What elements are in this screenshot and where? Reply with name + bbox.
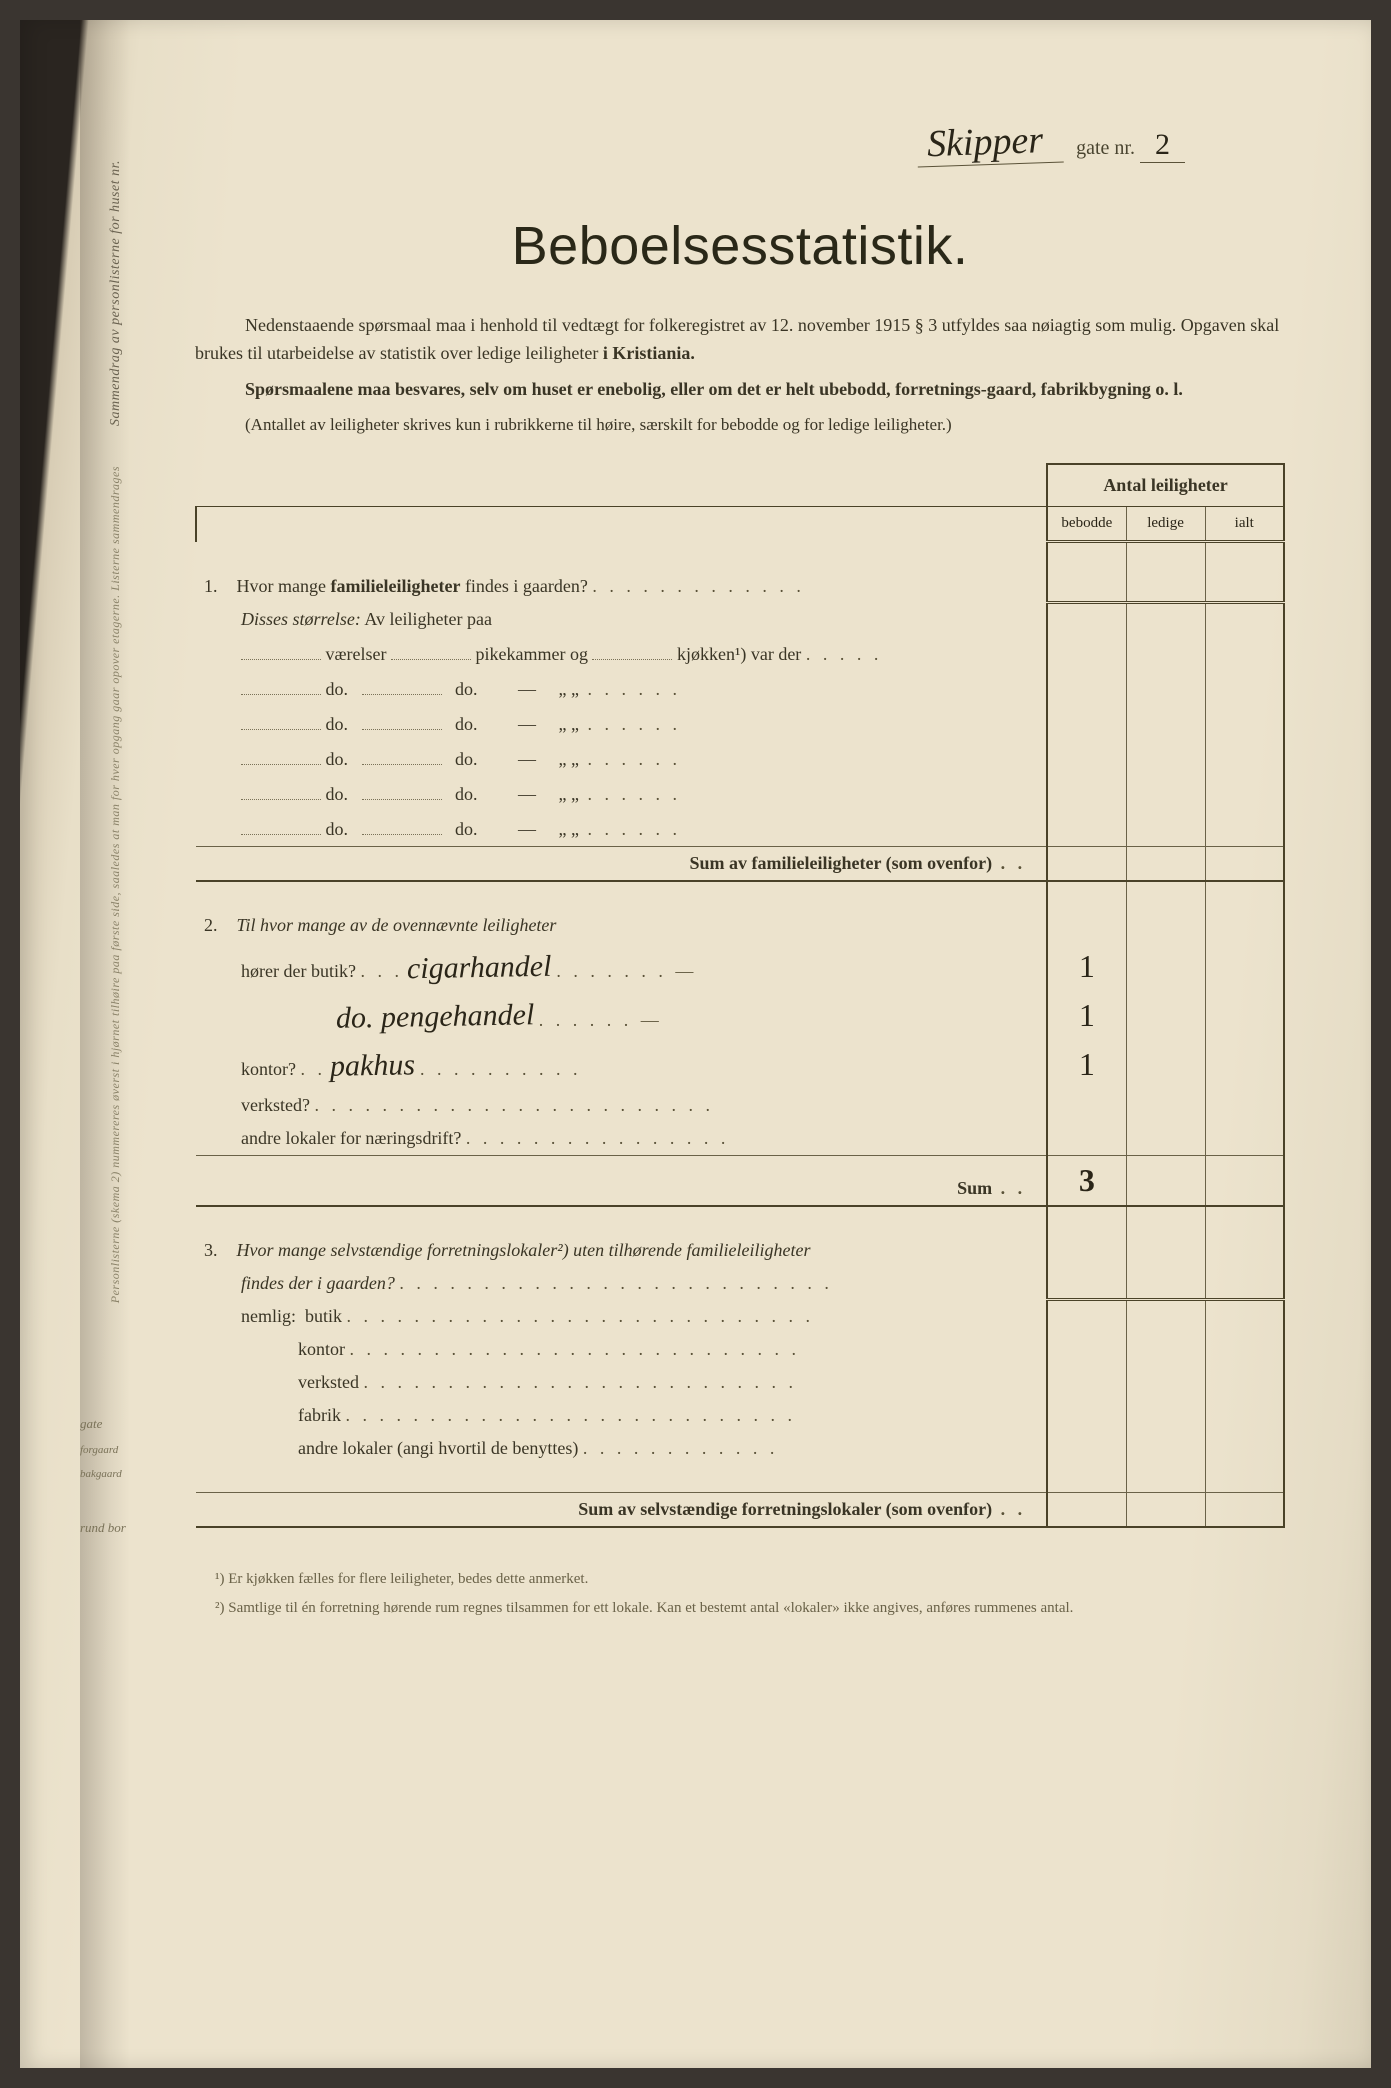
intro-paragraph-3: (Antallet av leiligheter skrives kun i r… — [195, 412, 1285, 438]
q3-andre: andre lokaler (angi hvortil de benyttes) — [298, 1438, 578, 1458]
page-title: Beboelsesstatistik. — [195, 215, 1285, 277]
q2-verksted-label: verksted? — [241, 1095, 310, 1115]
margin-rund: rund bor — [80, 1520, 126, 1536]
q3-kontor: kontor — [298, 1339, 345, 1359]
q2-andre-label: andre lokaler for næringsdrift? — [241, 1128, 461, 1148]
q3-verksted-row: verksted . . . . . . . . . . . . . . . .… — [196, 1366, 1284, 1399]
q1-sub-row: Disses størrelse: Av leiligheter paa — [196, 603, 1284, 636]
q1-sum-row: Sum av familieleiligheter (som ovenfor) … — [196, 846, 1284, 881]
q2-sum-label: Sum — [957, 1178, 992, 1198]
q2-extra-row: do. pengehandel . . . . . . — 1 — [196, 991, 1284, 1040]
q2-sum-value: 3 — [1047, 1155, 1126, 1206]
q1-text: Hvor mange familieleiligheter findes i g… — [237, 576, 588, 596]
q1-sum-label: Sum av familieleiligheter (som ovenfor) — [690, 853, 993, 873]
q3-andre-row: andre lokaler (angi hvortil de benyttes)… — [196, 1432, 1284, 1465]
q3-butik-row: nemlig: butik . . . . . . . . . . . . . … — [196, 1300, 1284, 1333]
q1-row: 1. Hvor mange familieleiligheter findes … — [196, 570, 1284, 603]
q1-sub-text: Av leiligheter paa — [364, 609, 492, 629]
q3-row-b: findes der i gaarden? . . . . . . . . . … — [196, 1267, 1284, 1300]
main-form-table: Antal leiligheter bebodde ledige ialt 1.… — [195, 463, 1285, 1528]
q1-size-row-2: do. do. — „ „ . . . . . . — [196, 671, 1284, 706]
q2-butik-row: hører der butik? . . . cigarhandel . . .… — [196, 942, 1284, 991]
q2-extra-value: 1 — [1047, 991, 1126, 1040]
q1-size-row-1: værelser pikekammer og kjøkken¹) var der… — [196, 636, 1284, 671]
q2-number: 2. — [204, 915, 232, 936]
margin-forgaard: forgaard — [80, 1444, 126, 1456]
q1-sub-label: Disses størrelse: — [241, 609, 361, 629]
intro-paragraph-2: Spørsmaalene maa besvares, selv om huset… — [195, 376, 1285, 404]
pike-label: pikekammer og — [475, 644, 587, 664]
dots: . . . . . . . . . . . . . — [592, 576, 805, 596]
document-page: Sammendrag av personlisterne for huset n… — [20, 20, 1371, 2068]
q2-kontor-value: 1 — [1047, 1040, 1126, 1089]
q2-sum-row: Sum . . 3 — [196, 1155, 1284, 1206]
q3-fabrik-row: fabrik . . . . . . . . . . . . . . . . .… — [196, 1399, 1284, 1432]
q2-butik-handwritten: cigarhandel — [407, 949, 552, 986]
q3-butik: butik — [305, 1306, 342, 1326]
q1-size-row-6: do. do. — „ „ . . . . . . — [196, 811, 1284, 847]
q3-sum-row: Sum av selvstændige forretningslokaler (… — [196, 1493, 1284, 1528]
q2-kontor-label: kontor? — [241, 1059, 296, 1079]
q2-butik-label: hører der butik? — [241, 961, 356, 981]
q3-number: 3. — [204, 1240, 232, 1261]
q2-text: Til hvor mange av de ovennævnte leilighe… — [237, 915, 557, 935]
column-group-header-row: Antal leiligheter — [196, 464, 1284, 507]
q3-text-a: Hvor mange selvstændige forretningslokal… — [237, 1240, 811, 1260]
q2-andre-row: andre lokaler for næringsdrift? . . . . … — [196, 1122, 1284, 1156]
margin-side-labels: gate forgaard bakgaard rund bor — [80, 1416, 126, 1548]
intro-paragraph-1: Nedenstaaende spørsmaal maa i henhold ti… — [195, 312, 1285, 368]
q2-verksted-row: verksted? . . . . . . . . . . . . . . . … — [196, 1089, 1284, 1122]
col-ledige: ledige — [1126, 507, 1205, 542]
gate-number-handwritten: 2 — [1140, 128, 1185, 163]
header-address-line: Skipper gate nr. 2 — [195, 120, 1285, 165]
q3-verksted: verksted — [298, 1372, 359, 1392]
intro-p2: Spørsmaalene maa besvares, selv om huset… — [245, 379, 1183, 399]
q1-size-row-5: do. do. — „ „ . . . . . . — [196, 776, 1284, 811]
q3-fabrik: fabrik — [298, 1405, 341, 1425]
col-ialt: ialt — [1205, 507, 1284, 542]
column-headers-row: bebodde ledige ialt — [196, 507, 1284, 542]
margin-line-2: Personlisterne (skema 2) nummereres øver… — [108, 466, 123, 1303]
kjokken-label: kjøkken¹) var der — [677, 644, 801, 664]
column-group-header: Antal leiligheter — [1047, 464, 1284, 507]
q2-kontor-row: kontor? . . pakhus . . . . . . . . . . 1 — [196, 1040, 1284, 1089]
q2-kontor-handwritten: pakhus — [330, 1048, 416, 1083]
q1-size-row-4: do. do. — „ „ . . . . . . — [196, 741, 1284, 776]
margin-gate: gate — [80, 1416, 126, 1432]
q3-nemlig: nemlig: — [241, 1306, 296, 1326]
vaerelser-label: værelser — [326, 644, 387, 664]
intro-p1a: Nedenstaaende spørsmaal maa i henhold ti… — [195, 315, 1279, 363]
gate-label: gate nr. — [1076, 137, 1135, 159]
q2-extra-handwritten: do. pengehandel — [336, 998, 535, 1035]
footnotes: ¹) Er kjøkken fælles for flere leilighet… — [195, 1568, 1285, 1619]
q1-number: 1. — [204, 576, 232, 597]
q3-text-b: findes der i gaarden? — [241, 1273, 395, 1293]
intro-p1b: i Kristiania. — [603, 343, 695, 363]
col-bebodde: bebodde — [1047, 507, 1126, 542]
left-margin-text: Sammendrag av personlisterne for huset n… — [108, 160, 138, 1860]
q3-kontor-row: kontor . . . . . . . . . . . . . . . . .… — [196, 1333, 1284, 1366]
footnote-2: ²) Samtlige til én forretning hørende ru… — [195, 1597, 1285, 1620]
q3-sum-label: Sum av selvstændige forretningslokaler (… — [578, 1499, 992, 1519]
margin-line-1: Sammendrag av personlisterne for huset n… — [108, 160, 124, 426]
q2-row: 2. Til hvor mange av de ovennævnte leili… — [196, 909, 1284, 942]
margin-bakgaard: bakgaard — [80, 1468, 126, 1480]
street-name-handwritten: Skipper — [916, 117, 1064, 167]
main-content: Skipper gate nr. 2 Beboelsesstatistik. N… — [195, 120, 1285, 1625]
q3-row-a: 3. Hvor mange selvstændige forretningslo… — [196, 1234, 1284, 1267]
q2-butik-value: 1 — [1047, 942, 1126, 991]
footnote-1: ¹) Er kjøkken fælles for flere leilighet… — [195, 1568, 1285, 1591]
q1-size-row-3: do. do. — „ „ . . . . . . — [196, 706, 1284, 741]
